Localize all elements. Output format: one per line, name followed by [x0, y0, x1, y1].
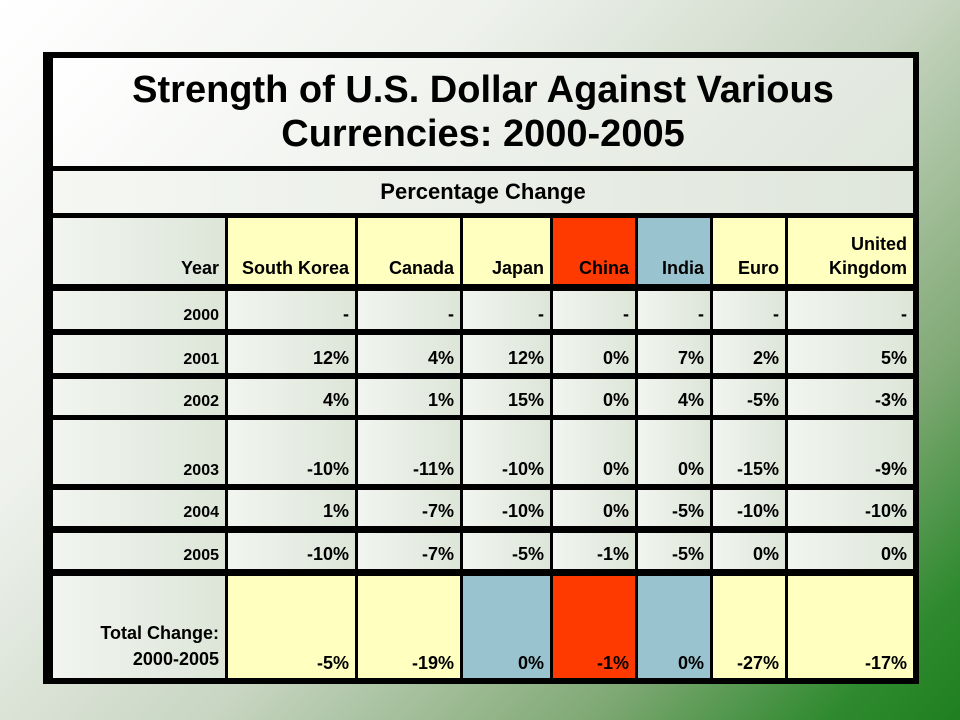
total-china: -1%	[553, 576, 635, 678]
row-year: 2003	[53, 420, 225, 484]
total-india: 0%	[638, 576, 710, 678]
cell-india: 4%	[638, 379, 710, 415]
total-south-korea: -5%	[228, 576, 355, 678]
cell-canada: -7%	[358, 490, 460, 526]
header-year: Year	[53, 218, 225, 284]
cell-uk: -	[788, 291, 913, 329]
cell-canada: 1%	[358, 379, 460, 415]
header-canada: Canada	[358, 218, 460, 284]
cell-uk: -9%	[788, 420, 913, 484]
cell-china: 0%	[553, 490, 635, 526]
cell-india: 0%	[638, 420, 710, 484]
cell-china: -1%	[553, 533, 635, 569]
header-china: China	[553, 218, 635, 284]
cell-china: 0%	[553, 420, 635, 484]
total-canada: -19%	[358, 576, 460, 678]
table-title: Strength of U.S. Dollar Against Various …	[53, 58, 913, 166]
cell-euro: -10%	[713, 490, 785, 526]
header-euro: Euro	[713, 218, 785, 284]
header-south-korea: South Korea	[228, 218, 355, 284]
cell-euro: -15%	[713, 420, 785, 484]
cell-japan: 15%	[463, 379, 550, 415]
row-year: 2005	[53, 533, 225, 569]
header-india: India	[638, 218, 710, 284]
cell-canada: -11%	[358, 420, 460, 484]
cell-uk: -3%	[788, 379, 913, 415]
total-euro: -27%	[713, 576, 785, 678]
cell-canada: -	[358, 291, 460, 329]
row-year: 2002	[53, 379, 225, 415]
cell-japan: -10%	[463, 420, 550, 484]
cell-south-korea: 12%	[228, 335, 355, 373]
cell-uk: 5%	[788, 335, 913, 373]
cell-uk: -10%	[788, 490, 913, 526]
cell-south-korea: 4%	[228, 379, 355, 415]
cell-south-korea: -	[228, 291, 355, 329]
table-subtitle: Percentage Change	[53, 171, 913, 213]
header-uk: United Kingdom	[788, 218, 913, 284]
total-label: Total Change: 2000-2005	[53, 576, 225, 678]
cell-euro: -5%	[713, 379, 785, 415]
cell-euro: -	[713, 291, 785, 329]
cell-china: 0%	[553, 335, 635, 373]
total-japan: 0%	[463, 576, 550, 678]
row-year: 2001	[53, 335, 225, 373]
cell-japan: 12%	[463, 335, 550, 373]
cell-china: -	[553, 291, 635, 329]
cell-china: 0%	[553, 379, 635, 415]
row-year: 2004	[53, 490, 225, 526]
header-japan: Japan	[463, 218, 550, 284]
cell-japan: -	[463, 291, 550, 329]
cell-india: 7%	[638, 335, 710, 373]
row-year: 2000	[53, 291, 225, 329]
cell-india: -5%	[638, 533, 710, 569]
cell-japan: -5%	[463, 533, 550, 569]
cell-japan: -10%	[463, 490, 550, 526]
cell-uk: 0%	[788, 533, 913, 569]
cell-india: -	[638, 291, 710, 329]
cell-south-korea: -10%	[228, 420, 355, 484]
cell-india: -5%	[638, 490, 710, 526]
total-uk: -17%	[788, 576, 913, 678]
cell-euro: 2%	[713, 335, 785, 373]
cell-canada: 4%	[358, 335, 460, 373]
cell-south-korea: 1%	[228, 490, 355, 526]
cell-euro: 0%	[713, 533, 785, 569]
cell-canada: -7%	[358, 533, 460, 569]
cell-south-korea: -10%	[228, 533, 355, 569]
